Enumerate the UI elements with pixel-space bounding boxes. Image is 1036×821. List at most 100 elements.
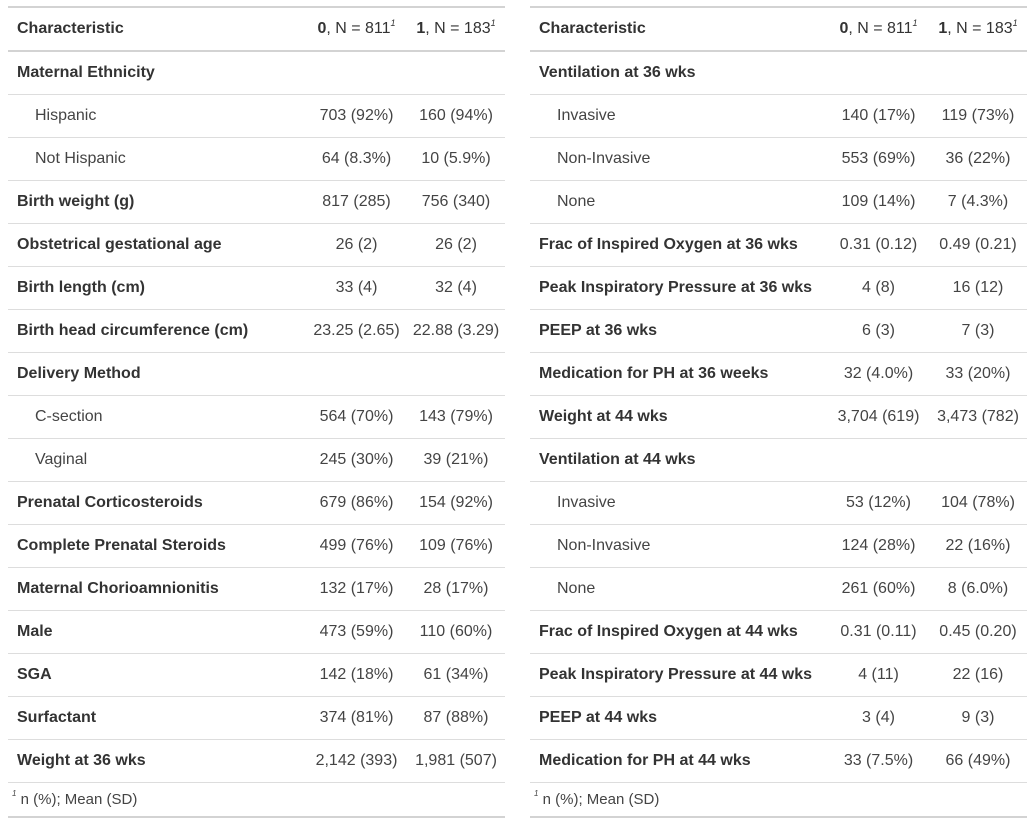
- group-1-value: [929, 51, 1027, 95]
- row-label: Ventilation at 36 wks: [530, 51, 828, 95]
- row-label: SGA: [8, 653, 306, 697]
- table-row: Male 473 (59%) 110 (60%): [8, 610, 505, 654]
- table-row: PEEP at 36 wks 6 (3) 7 (3): [530, 309, 1027, 353]
- table-row: Obstetrical gestational age 26 (2) 26 (2): [8, 223, 505, 267]
- group-0-value: 33 (4): [306, 266, 407, 310]
- group-1-value: 160 (94%): [407, 94, 505, 138]
- group-1-value: 0.45 (0.20): [929, 610, 1027, 654]
- group-1-value: 22 (16%): [929, 524, 1027, 568]
- group-1-value: 32 (4): [407, 266, 505, 310]
- group-1-value: 61 (34%): [407, 653, 505, 697]
- group-1-value: 109 (76%): [407, 524, 505, 568]
- table-row: Non-Invasive 553 (69%) 36 (22%): [530, 137, 1027, 181]
- group-1-value: 119 (73%): [929, 94, 1027, 138]
- group-0-value: 132 (17%): [306, 567, 407, 611]
- group-1-value: 104 (78%): [929, 481, 1027, 525]
- row-label: Peak Inspiratory Pressure at 36 wks: [530, 266, 828, 310]
- table-row: Ventilation at 44 wks: [530, 438, 1027, 482]
- group-0-value: 4 (11): [828, 653, 929, 697]
- group-0-value: 23.25 (2.65): [306, 309, 407, 353]
- footnote-marker: 1: [534, 789, 539, 798]
- group-0-header: 0, N = 8111: [306, 6, 407, 52]
- row-label: Delivery Method: [8, 352, 306, 396]
- table-row: Delivery Method: [8, 352, 505, 396]
- left-summary-table: Characteristic 0, N = 8111 1, N = 1831 M…: [8, 6, 505, 818]
- group-1-value: 10 (5.9%): [407, 137, 505, 181]
- group-1-value: [929, 438, 1027, 482]
- table-row: Non-Invasive 124 (28%) 22 (16%): [530, 524, 1027, 568]
- group-0-value: 473 (59%): [306, 610, 407, 654]
- group-1-value: 756 (340): [407, 180, 505, 224]
- group-1-header: 1, N = 1831: [929, 6, 1027, 52]
- table-row: Birth head circumference (cm) 23.25 (2.65…: [8, 309, 505, 353]
- footnote-marker: 1: [390, 18, 396, 28]
- group-1-value: 36 (22%): [929, 137, 1027, 181]
- table-row: Invasive 140 (17%) 119 (73%): [530, 94, 1027, 138]
- row-label: Surfactant: [8, 696, 306, 740]
- row-label: Non-Invasive: [530, 524, 828, 568]
- table-row: Surfactant 374 (81%) 87 (88%): [8, 696, 505, 740]
- group-1-value: [407, 51, 505, 95]
- row-label: Vaginal: [8, 438, 306, 482]
- row-label: PEEP at 36 wks: [530, 309, 828, 353]
- table-row: None 109 (14%) 7 (4.3%): [530, 180, 1027, 224]
- group-0-value: 245 (30%): [306, 438, 407, 482]
- characteristic-header: Characteristic: [530, 6, 828, 52]
- row-label: Non-Invasive: [530, 137, 828, 181]
- footnote-marker: 1: [12, 789, 17, 798]
- table-row: C-section 564 (70%) 143 (79%): [8, 395, 505, 439]
- row-label: Complete Prenatal Steroids: [8, 524, 306, 568]
- table-row: Medication for PH at 44 wks 33 (7.5%) 66 (…: [530, 739, 1027, 783]
- group-1-value: 22.88 (3.29): [407, 309, 505, 353]
- group-0-n: , N = 811: [848, 20, 913, 37]
- row-label: Medication for PH at 44 wks: [530, 739, 828, 783]
- footnote-marker: 1: [490, 18, 496, 28]
- group-1-label: 1: [938, 20, 948, 37]
- table-row: Frac of Inspired Oxygen at 44 wks 0.31 (0…: [530, 610, 1027, 654]
- group-0-value: 817 (285): [306, 180, 407, 224]
- group-0-value: 2,142 (393): [306, 739, 407, 783]
- group-0-value: 32 (4.0%): [828, 352, 929, 396]
- left-table-body: Maternal Ethnicity Hispanic 703 (92%) 160 (…: [8, 51, 505, 783]
- footnote-text: n (%); Mean (SD): [542, 791, 660, 808]
- group-1-value: 0.49 (0.21): [929, 223, 1027, 267]
- group-0-value: [306, 51, 407, 95]
- table-row: Weight at 36 wks 2,142 (393) 1,981 (507): [8, 739, 505, 783]
- row-label: None: [530, 180, 828, 224]
- group-0-n: , N = 811: [326, 20, 391, 37]
- group-1-value: 110 (60%): [407, 610, 505, 654]
- row-label: Hispanic: [8, 94, 306, 138]
- row-label: Invasive: [530, 481, 828, 525]
- group-0-value: 374 (81%): [306, 696, 407, 740]
- table-row: SGA 142 (18%) 61 (34%): [8, 653, 505, 697]
- table-row: Invasive 53 (12%) 104 (78%): [530, 481, 1027, 525]
- row-label: Medication for PH at 36 weeks: [530, 352, 828, 396]
- row-label: Birth length (cm): [8, 266, 306, 310]
- row-label: Birth weight (g): [8, 180, 306, 224]
- row-label: Birth head circumference (cm): [8, 309, 306, 353]
- group-0-value: 64 (8.3%): [306, 137, 407, 181]
- group-1-header: 1, N = 1831: [407, 6, 505, 52]
- group-1-value: 28 (17%): [407, 567, 505, 611]
- table-row: Peak Inspiratory Pressure at 44 wks 4 (11…: [530, 653, 1027, 697]
- group-1-value: 87 (88%): [407, 696, 505, 740]
- group-1-value: 66 (49%): [929, 739, 1027, 783]
- group-0-value: 142 (18%): [306, 653, 407, 697]
- footnote-marker: 1: [912, 18, 918, 28]
- group-0-value: 3,704 (619): [828, 395, 929, 439]
- group-1-n: , N = 183: [425, 20, 491, 37]
- footnote-text: n (%); Mean (SD): [20, 791, 138, 808]
- group-0-value: 3 (4): [828, 696, 929, 740]
- group-1-value: 39 (21%): [407, 438, 505, 482]
- group-1-value: 22 (16): [929, 653, 1027, 697]
- row-label: Weight at 44 wks: [530, 395, 828, 439]
- table-row: Maternal Chorioamnionitis 132 (17%) 28 (17…: [8, 567, 505, 611]
- group-1-value: 1,981 (507): [407, 739, 505, 783]
- group-0-value: 109 (14%): [828, 180, 929, 224]
- table-row: Ventilation at 36 wks: [530, 51, 1027, 95]
- table-row: None 261 (60%) 8 (6.0%): [530, 567, 1027, 611]
- row-label: Ventilation at 44 wks: [530, 438, 828, 482]
- table-row: Frac of Inspired Oxygen at 36 wks 0.31 (0…: [530, 223, 1027, 267]
- group-0-value: 33 (7.5%): [828, 739, 929, 783]
- group-0-label: 0: [839, 20, 849, 37]
